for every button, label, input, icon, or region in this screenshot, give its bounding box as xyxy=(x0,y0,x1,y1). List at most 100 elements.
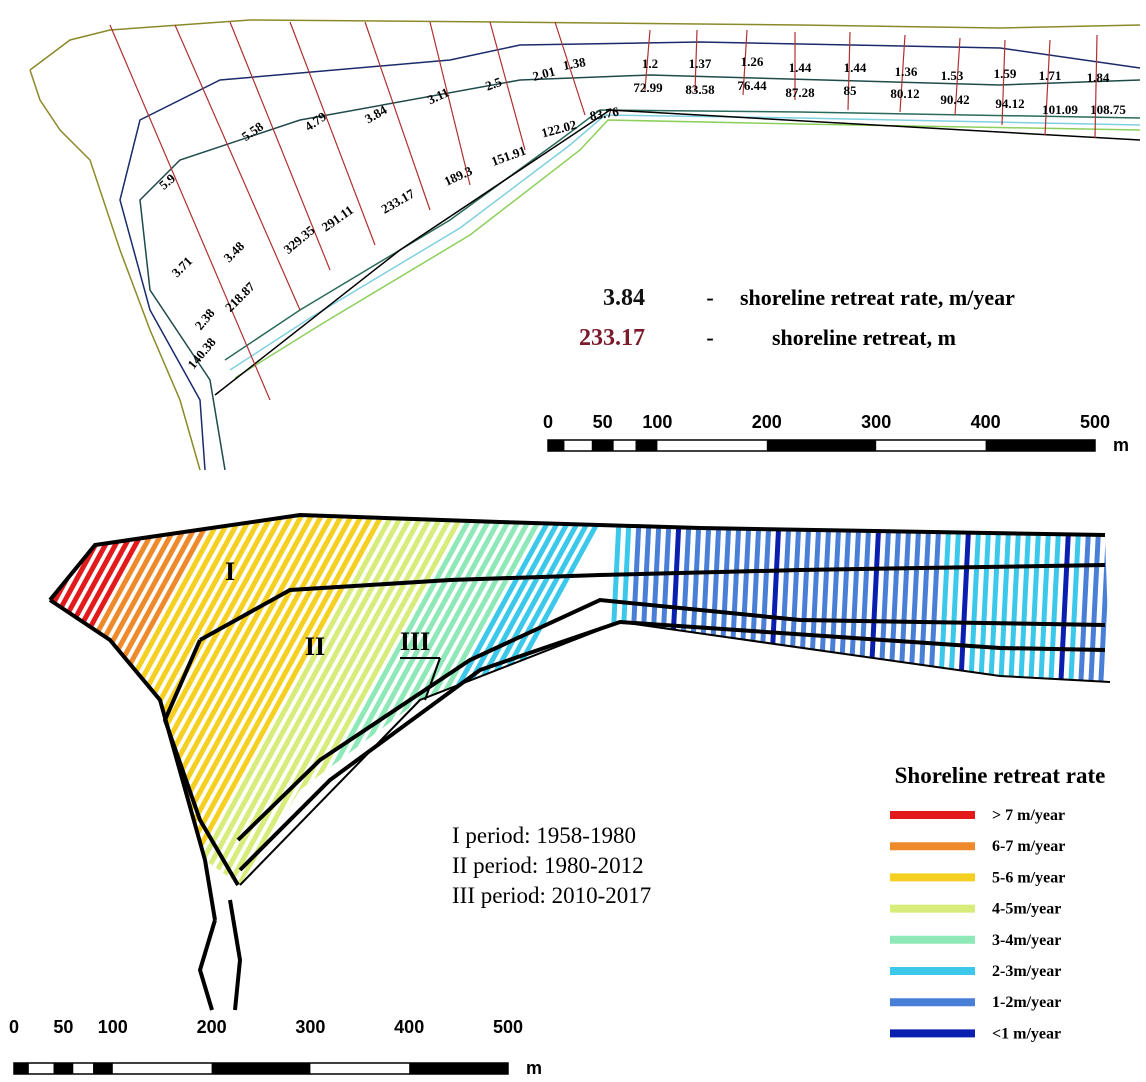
scale-segment xyxy=(54,1063,74,1074)
shoreline-2012 xyxy=(225,110,1140,360)
stripe xyxy=(670,500,680,700)
shoreline-1980 xyxy=(140,75,1140,470)
figure: 5.95.584.793.843.112.52.011.381.21.371.2… xyxy=(0,0,1146,1082)
bottom-scale-bar: 050100200300400500m xyxy=(9,1017,542,1078)
retreat-label: 87.28 xyxy=(785,85,815,100)
stripe xyxy=(1100,500,1110,700)
scale-tick-label: 200 xyxy=(752,412,782,432)
rate-label: 3.11 xyxy=(425,84,451,107)
stripe xyxy=(660,500,670,700)
scale-segment xyxy=(212,1063,311,1074)
scale-unit: m xyxy=(1113,435,1129,455)
rate-label: 1.2 xyxy=(642,56,658,71)
rate-label: 1.38 xyxy=(562,54,588,73)
legend-value: 233.17 xyxy=(579,325,645,351)
rate-label: 1.26 xyxy=(741,54,764,69)
retreat-label: 76.44 xyxy=(737,78,767,93)
period-text: III period: 2010-2017 xyxy=(452,883,651,908)
stripe xyxy=(630,500,640,700)
scale-tick-label: 0 xyxy=(9,1017,19,1037)
scale-segment xyxy=(592,440,614,451)
legend-label: 6-7 m/year xyxy=(992,838,1065,855)
retreat-label: 122.02 xyxy=(540,117,578,141)
retreat-label: 291.11 xyxy=(319,202,356,234)
transect xyxy=(1095,35,1097,138)
scale-segment xyxy=(14,1063,29,1074)
legend-label: 3-4m/year xyxy=(992,932,1061,949)
legend-text: shoreline retreat, m xyxy=(772,325,956,350)
shoreline-line xyxy=(230,115,1140,370)
stripe xyxy=(0,500,60,920)
retreat-label: 85 xyxy=(844,83,858,98)
rate-label: 2.5 xyxy=(483,74,504,94)
scale-segment xyxy=(986,440,1095,451)
stripe xyxy=(1090,500,1100,700)
period-text: I period: 1958-1980 xyxy=(452,823,636,848)
stripe xyxy=(620,500,630,700)
zone-label: I xyxy=(225,557,235,586)
retreat-label: 72.99 xyxy=(633,80,663,95)
zone-label: II xyxy=(305,632,325,661)
scale-tick-label: 200 xyxy=(197,1017,227,1037)
legend-label: 4-5m/year xyxy=(992,901,1061,918)
stripe xyxy=(1040,500,1050,700)
stripe xyxy=(940,500,950,700)
scale-segment xyxy=(93,1063,113,1074)
rate-label: 2.01 xyxy=(531,63,557,83)
stripe xyxy=(930,500,940,700)
stripe xyxy=(1070,500,1080,700)
rate-label: 1.84 xyxy=(1087,70,1110,85)
transect xyxy=(1002,40,1005,125)
retreat-label: 101.09 xyxy=(1042,102,1078,117)
shoreline-1958 xyxy=(120,42,1140,470)
rate-label: 1.44 xyxy=(844,60,867,75)
retreat-label: 151.91 xyxy=(489,143,528,169)
rate-label: 1.36 xyxy=(895,64,918,79)
legend-label: 1-2m/year xyxy=(992,994,1061,1011)
retreat-label: 80.12 xyxy=(890,86,919,101)
stripe xyxy=(0,500,120,920)
stripe xyxy=(0,500,90,920)
transect xyxy=(110,25,270,400)
transect xyxy=(175,25,300,310)
rate-label: 1.44 xyxy=(789,60,812,75)
scale-segment xyxy=(767,440,876,451)
rate-label: 1.71 xyxy=(1039,68,1062,83)
channel-bank xyxy=(230,900,240,1010)
rate-label: 5.58 xyxy=(239,118,267,144)
stripe xyxy=(0,500,70,920)
stripe xyxy=(1080,500,1090,700)
retreat-label: 140.38 xyxy=(184,334,219,371)
rate-label: 4.79 xyxy=(302,108,330,134)
rate-label: 3.71 xyxy=(168,253,195,280)
legend-label: 5-6 m/year xyxy=(992,869,1065,886)
scale-tick-label: 500 xyxy=(1080,412,1110,432)
scale-tick-label: 0 xyxy=(543,412,553,432)
stripe xyxy=(0,500,130,920)
retreat-label: 90.42 xyxy=(940,92,969,107)
rate-label: 5.9 xyxy=(156,170,178,192)
retreat-label: 83.58 xyxy=(685,82,715,97)
scale-tick-label: 400 xyxy=(971,412,1001,432)
scale-segment xyxy=(548,440,564,451)
retreat-label: 233.17 xyxy=(379,185,418,216)
legend-dash: - xyxy=(706,325,713,350)
stripe xyxy=(1020,500,1030,700)
scale-tick-label: 300 xyxy=(295,1017,325,1037)
coast-line xyxy=(215,110,1140,395)
shoreline-2017 xyxy=(235,120,1140,378)
zone-label: III xyxy=(400,627,430,656)
stripe xyxy=(990,500,1000,700)
scale-tick-label: 300 xyxy=(861,412,891,432)
channel-bank xyxy=(200,920,215,1010)
scale-tick-label: 50 xyxy=(593,412,613,432)
stripe xyxy=(640,500,650,700)
legend-label: 2-3m/year xyxy=(992,963,1061,980)
retreat-label: 108.75 xyxy=(1090,102,1126,117)
stripe xyxy=(1030,500,1040,700)
top-map xyxy=(30,20,1140,470)
stripe xyxy=(680,500,690,700)
stripe xyxy=(1000,500,1010,700)
stripe xyxy=(980,500,990,700)
